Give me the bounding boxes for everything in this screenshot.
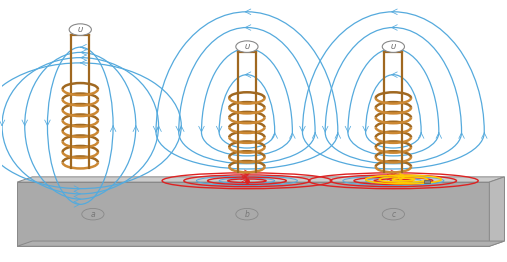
Polygon shape bbox=[489, 177, 504, 246]
Circle shape bbox=[236, 209, 258, 220]
Text: U: U bbox=[78, 27, 83, 32]
Text: U: U bbox=[391, 44, 396, 50]
Circle shape bbox=[382, 41, 405, 52]
Text: U: U bbox=[244, 44, 249, 50]
Polygon shape bbox=[17, 177, 504, 182]
Polygon shape bbox=[17, 182, 489, 246]
Text: c: c bbox=[391, 210, 395, 219]
Text: b: b bbox=[244, 210, 249, 219]
Text: a: a bbox=[91, 210, 95, 219]
Circle shape bbox=[69, 24, 91, 35]
Circle shape bbox=[82, 209, 104, 220]
Polygon shape bbox=[17, 241, 504, 246]
Circle shape bbox=[382, 209, 405, 220]
Circle shape bbox=[236, 41, 258, 52]
Bar bbox=[424, 180, 430, 183]
